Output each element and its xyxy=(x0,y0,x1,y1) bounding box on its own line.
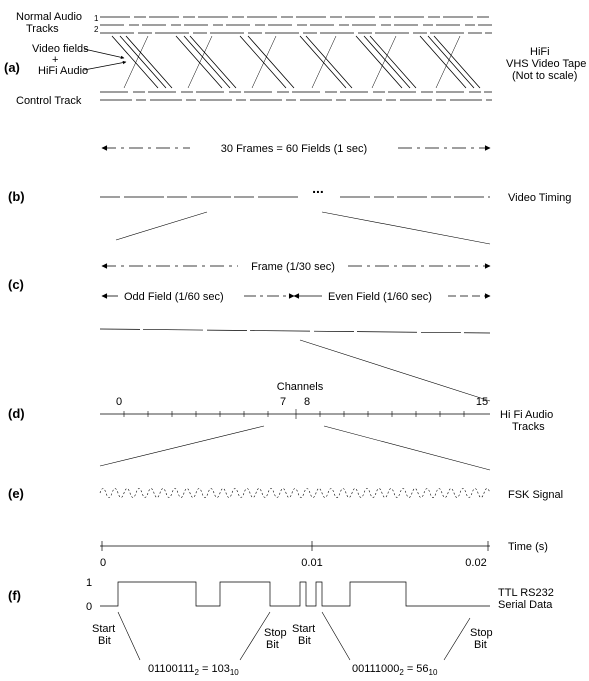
channels-heading: Channels xyxy=(277,381,324,393)
fsk-waveform xyxy=(99,488,491,498)
fsk-signal-label: FSK Signal xyxy=(508,489,563,501)
frame-arrow: Frame (1/30 sec) xyxy=(101,261,491,273)
byte-2-brackets xyxy=(321,611,471,661)
field-timing-line xyxy=(99,328,491,402)
panel-label-e: (e) xyxy=(8,486,24,501)
odd-field-label: Odd Field (1/60 sec) xyxy=(124,291,224,303)
stop-bit-1-label: Stop xyxy=(264,627,287,639)
panel-label-c: (c) xyxy=(8,277,24,292)
time-tick-001: 0.01 xyxy=(301,557,322,569)
channel-0-label: 0 xyxy=(116,396,122,408)
tape-title-line-1: HiFi xyxy=(530,46,550,58)
stop-bit-2-bit: Bit xyxy=(474,639,487,651)
serial-data-label: Serial Data xyxy=(498,599,553,611)
panel-label-d: (d) xyxy=(8,406,25,421)
normal-audio-label: Normal Audio xyxy=(16,11,82,23)
panel-label-a: (a) xyxy=(4,60,20,75)
panel-label-f: (f) xyxy=(8,588,21,603)
start-bit-2-bit: Bit xyxy=(298,635,311,647)
panel-label-b: (b) xyxy=(8,189,25,204)
channel-axis xyxy=(99,409,491,471)
frame-label: Frame (1/30 sec) xyxy=(251,261,335,273)
hifi-audio-tracks-label-1: Hi Fi Audio xyxy=(500,409,553,421)
byte-2-value: 001110002 = 5610 xyxy=(352,663,438,677)
hifi-audio-label: HiFi Audio xyxy=(38,65,88,77)
plus-sign: + xyxy=(52,54,58,66)
one-second-span-arrow: 30 Frames = 60 Fields (1 sec) xyxy=(101,143,491,155)
control-track-label: Control Track xyxy=(16,95,82,107)
tape-title-line-3: (Not to scale) xyxy=(512,70,577,82)
stop-bit-2-label: Stop xyxy=(470,627,493,639)
start-bit-2-label: Start xyxy=(292,623,315,635)
time-tick-0: 0 xyxy=(100,557,106,569)
ttl-rs232-label: TTL RS232 xyxy=(498,587,554,599)
audio-track-2-number: 2 xyxy=(94,25,99,34)
audio-track-1-number: 1 xyxy=(94,14,99,23)
tape-strip xyxy=(83,16,492,101)
time-axis: 0 0.01 0.02 xyxy=(100,541,490,569)
stop-bit-1-bit: Bit xyxy=(266,639,279,651)
channel-8-label: 8 xyxy=(304,396,310,408)
video-timing-label: Video Timing xyxy=(508,192,571,204)
ellipsis: ... xyxy=(312,180,324,196)
start-bit-1-label: Start xyxy=(92,623,115,635)
video-timing-line: ... xyxy=(100,180,491,245)
hifi-audio-tracks-label-2: Tracks xyxy=(512,421,545,433)
time-tick-002: 0.02 xyxy=(465,557,486,569)
start-bit-1-bit: Bit xyxy=(98,635,111,647)
normal-audio-tracks-label: Tracks xyxy=(26,23,59,35)
helical-scan-tracks xyxy=(111,35,481,89)
one-second-span-label: 30 Frames = 60 Fields (1 sec) xyxy=(221,143,367,155)
byte-1-value: 011001112 = 10310 xyxy=(148,663,239,677)
channel-15-label: 15 xyxy=(476,396,488,408)
logic-level-1: 1 xyxy=(86,577,92,589)
tape-title-line-2: VHS Video Tape xyxy=(506,58,586,70)
serial-data-waveform xyxy=(100,581,490,607)
time-axis-label: Time (s) xyxy=(508,541,548,553)
even-field-label: Even Field (1/60 sec) xyxy=(328,291,432,303)
video-fields-label: Video fields xyxy=(32,43,89,55)
channel-7-label: 7 xyxy=(280,396,286,408)
logic-level-0: 0 xyxy=(86,601,92,613)
byte-1-brackets xyxy=(117,611,271,661)
field-arrows: Odd Field (1/60 sec) Even Field (1/60 se… xyxy=(101,291,491,303)
